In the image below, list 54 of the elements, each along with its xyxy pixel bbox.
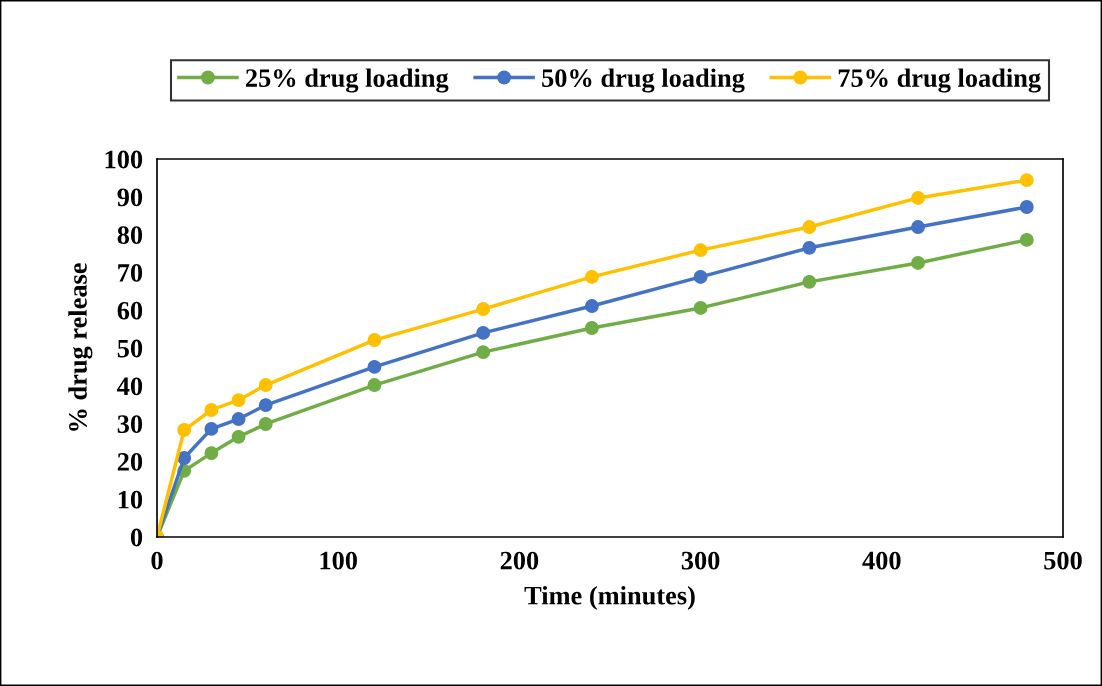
point (204, 446, 219, 461)
point (584, 299, 599, 313)
legend-label: 75% drug loading (838, 68, 1041, 93)
point (367, 333, 382, 348)
x-tick-label: 400 (862, 551, 901, 570)
point (1019, 232, 1034, 247)
point (693, 243, 708, 258)
y-tick-label: 20 (117, 453, 143, 471)
point (204, 403, 219, 417)
point (367, 359, 382, 374)
point (693, 269, 708, 284)
y-tick-label: 80 (117, 226, 143, 245)
point (584, 269, 599, 284)
y-tick-label: 70 (118, 264, 143, 282)
point (693, 300, 708, 315)
point (802, 240, 817, 255)
point (231, 429, 246, 444)
y-tick-label: 90 (117, 188, 143, 207)
point (476, 345, 491, 360)
point (911, 190, 925, 205)
point (476, 325, 491, 340)
point (231, 393, 246, 408)
x-tick-label: 0 (151, 551, 163, 570)
y-tick-label: 0 (130, 528, 143, 547)
point (1019, 200, 1034, 214)
point (177, 451, 192, 465)
y-tick-label: 100 (105, 150, 143, 169)
point (258, 378, 273, 392)
y-tick-label: 10 (118, 490, 143, 509)
point (258, 398, 273, 413)
point (204, 421, 219, 436)
point (231, 412, 246, 427)
x-tick-label: 500 (1044, 551, 1082, 570)
point (802, 274, 817, 289)
point (476, 302, 491, 317)
x-tick-label: 200 (500, 551, 539, 570)
y-tick-label: 40 (117, 377, 143, 396)
legend-label: 25% drug loading (246, 68, 449, 93)
y-axis-title: % drug release (68, 263, 93, 431)
x-tick-label: 300 (681, 551, 720, 570)
point (911, 220, 925, 234)
y-tick-label: 50 (117, 339, 143, 358)
point (367, 378, 382, 392)
legend-label: 50% drug loading (542, 68, 745, 93)
point (1019, 173, 1034, 188)
point (177, 423, 192, 437)
point (258, 417, 273, 431)
point (802, 220, 817, 234)
x-axis-title: Time (minutes) (524, 585, 695, 610)
point (584, 321, 599, 335)
y-tick-label: 30 (117, 415, 143, 434)
x-tick-label: 100 (320, 551, 357, 570)
y-tick-label: 60 (117, 301, 143, 320)
point (911, 256, 925, 270)
